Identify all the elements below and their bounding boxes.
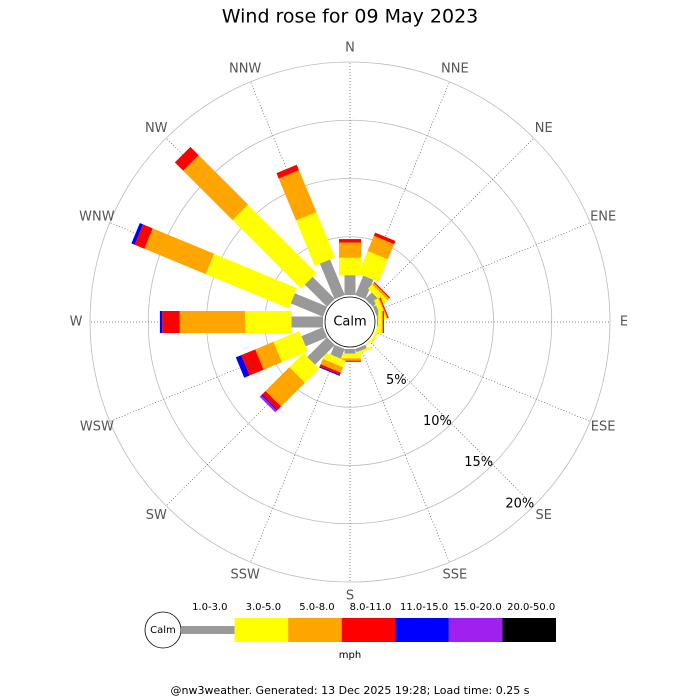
bar-segment	[322, 352, 346, 368]
bar-segment	[381, 311, 383, 333]
legend-calm-label: Calm	[150, 625, 176, 636]
bar-segment	[372, 282, 390, 300]
direction-label: N	[345, 41, 355, 56]
bar-segment	[355, 344, 367, 353]
direction-label: WNW	[79, 210, 115, 225]
bar-segment	[255, 341, 282, 370]
bar-segment	[162, 311, 180, 333]
direction-label: SSE	[442, 568, 467, 583]
bar-segment	[205, 253, 297, 309]
bar-segment	[304, 276, 335, 307]
bar-segment	[358, 250, 388, 282]
bar-segment	[319, 259, 345, 300]
bar-segment	[355, 275, 374, 300]
ring-label: 5%	[386, 373, 407, 388]
bar-segment	[289, 353, 319, 383]
direction-label: E	[620, 315, 628, 330]
direction-label: NNE	[441, 61, 469, 76]
bar-segment	[179, 311, 245, 333]
bar-segment	[339, 358, 361, 361]
bar-segment	[241, 349, 264, 376]
legend-label: 8.0-11.0	[350, 602, 392, 613]
bar-segment	[373, 232, 396, 245]
footer: @nw3weather. Generated: 13 Dec 2025 19:2…	[171, 684, 530, 697]
legend-swatch	[448, 618, 503, 642]
bar-segment	[339, 239, 361, 243]
bar-segment	[344, 275, 356, 295]
legend-unit: mph	[339, 650, 361, 661]
bar-segment	[232, 204, 317, 289]
bar-segment	[367, 235, 395, 260]
legend-label: 15.0-20.0	[454, 602, 502, 613]
direction-label: NW	[145, 121, 168, 136]
bar-segment	[344, 349, 356, 354]
direction-label: S	[346, 589, 354, 604]
direction-label: ENE	[590, 210, 616, 225]
direction-label: SE	[536, 508, 552, 523]
legend-swatch	[234, 618, 289, 642]
bar-segment	[339, 257, 361, 276]
direction-label: SSW	[230, 568, 260, 583]
bar-segment	[378, 297, 388, 319]
bar-segment	[174, 146, 199, 171]
bar-segment	[159, 311, 163, 333]
bar-segment	[290, 293, 328, 317]
bar-segment	[319, 366, 341, 376]
legend-swatch	[288, 618, 342, 642]
legend-swatch	[502, 618, 556, 642]
legend-swatch	[181, 626, 235, 634]
bar-segment	[320, 358, 344, 373]
bar-segment	[262, 390, 282, 410]
direction-label: WSW	[80, 419, 114, 434]
bar-segment	[339, 242, 361, 258]
grid-ring	[89, 61, 611, 583]
direction-label: SW	[146, 508, 167, 523]
bar-segment	[134, 224, 153, 249]
bar-segment	[307, 337, 335, 365]
bar-segment	[330, 344, 345, 359]
bar-segment	[183, 155, 249, 221]
ring-label: 15%	[464, 455, 493, 470]
legend-swatch	[341, 618, 396, 642]
bar-segment	[265, 367, 305, 407]
bar-segment	[379, 297, 389, 319]
legend-label: 11.0-15.0	[400, 602, 448, 613]
bar-segment	[339, 360, 361, 362]
legend-label: 3.0-5.0	[246, 602, 281, 613]
legend-swatch	[395, 618, 449, 642]
legend-label: 1.0-3.0	[192, 602, 227, 613]
bar-segment	[261, 394, 278, 411]
direction-label: NNW	[229, 61, 261, 76]
bar-segment	[276, 164, 300, 179]
ring-label: 10%	[423, 414, 452, 429]
bar-segment	[244, 311, 292, 333]
chart-title: Wind rose for 09 May 2023	[222, 6, 479, 28]
legend-label: 20.0-50.0	[507, 602, 555, 613]
bar-segment	[339, 353, 361, 359]
bar-segment	[301, 327, 328, 347]
bar-segment	[367, 284, 388, 305]
bar-segment	[382, 311, 384, 333]
bar-segment	[144, 228, 215, 275]
calm-circle	[324, 296, 376, 348]
ring-label: 20%	[505, 496, 534, 511]
bar-segment	[259, 395, 277, 413]
bar-segment	[291, 316, 323, 328]
bar-segment	[377, 316, 379, 328]
bar-segment	[373, 281, 391, 299]
direction-label: NE	[535, 121, 553, 136]
calm-label: Calm	[333, 315, 366, 330]
direction-label: ESE	[591, 419, 616, 434]
direction-label: W	[70, 315, 83, 330]
legend-label: 5.0-8.0	[299, 602, 334, 613]
bar-segment	[273, 331, 308, 363]
bar-segment	[378, 311, 382, 333]
bar-segment	[278, 170, 317, 221]
bar-segment	[131, 223, 144, 245]
bar-segment	[319, 364, 341, 375]
bar-segment	[235, 355, 250, 378]
bar-segment	[296, 212, 336, 266]
